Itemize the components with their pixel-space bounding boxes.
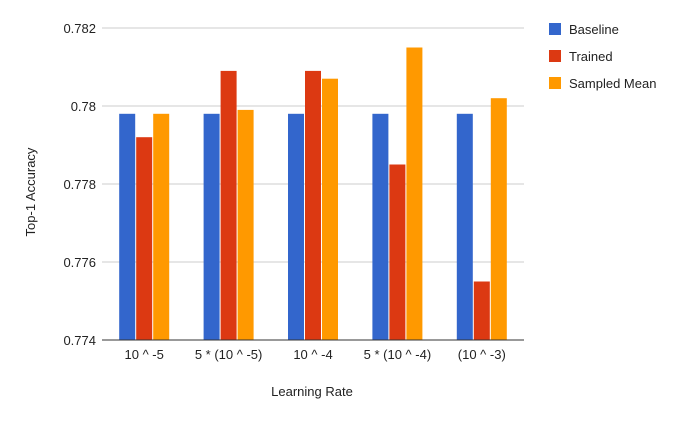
legend-swatch <box>549 50 561 62</box>
bar-baseline <box>288 113 304 340</box>
legend-swatch <box>549 77 561 89</box>
x-tick-label: (10 ^ -3) <box>458 347 506 362</box>
x-axis-title: Learning Rate <box>271 384 353 399</box>
bar-sampled-mean <box>153 113 170 340</box>
x-tick-label: 10 ^ -4 <box>293 347 332 362</box>
legend: Baseline Trained Sampled Mean <box>549 22 656 91</box>
bar-trained <box>305 70 321 341</box>
bar-sampled-mean <box>406 47 423 340</box>
x-axis-ticks: 10 ^ -5 5 * (10 ^ -5) 10 ^ -4 5 * (10 ^ -4)… <box>125 347 506 362</box>
y-axis-title: Top-1 Accuracy <box>23 147 38 236</box>
bar-trained <box>389 164 406 340</box>
y-axis-ticks: 0.774 0.776 0.778 0.78 0.782 <box>63 21 96 348</box>
bar-baseline <box>372 113 389 340</box>
x-tick-label: 5 * (10 ^ -4) <box>364 347 432 362</box>
x-tick-label: 10 ^ -5 <box>125 347 164 362</box>
y-tick-label: 0.776 <box>63 255 96 270</box>
y-tick-label: 0.78 <box>71 99 96 114</box>
x-tick-label: 5 * (10 ^ -5) <box>195 347 263 362</box>
bars <box>102 47 524 341</box>
bar-sampled-mean <box>237 109 254 341</box>
bar-baseline <box>119 113 136 340</box>
bar-trained <box>473 281 490 340</box>
bar-trained <box>136 137 153 340</box>
bar-sampled-mean <box>490 98 507 340</box>
legend-swatch <box>549 23 561 35</box>
bar-baseline <box>203 113 220 340</box>
legend-label: Baseline <box>569 22 619 37</box>
legend-label: Sampled Mean <box>569 76 656 91</box>
bar-baseline <box>456 113 473 340</box>
y-tick-label: 0.778 <box>63 177 96 192</box>
y-tick-label: 0.774 <box>63 333 96 348</box>
legend-label: Trained <box>569 49 613 64</box>
y-tick-label: 0.782 <box>63 21 96 36</box>
bar-sampled-mean <box>322 78 338 340</box>
bar-trained <box>220 70 237 341</box>
